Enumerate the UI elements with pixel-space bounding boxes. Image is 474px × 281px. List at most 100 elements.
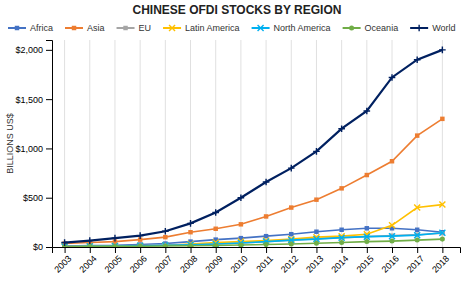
series-marker bbox=[389, 74, 396, 81]
series-marker bbox=[365, 226, 369, 230]
series-marker bbox=[162, 228, 169, 235]
series-marker bbox=[364, 239, 369, 244]
x-axis-line bbox=[53, 248, 461, 254]
series-marker bbox=[112, 235, 119, 242]
series-marker bbox=[238, 194, 245, 201]
grid-line bbox=[215, 40, 216, 247]
x-tick-mark bbox=[316, 247, 317, 253]
x-tick-label: 2018 bbox=[430, 253, 451, 274]
series-marker bbox=[138, 244, 143, 247]
series-line bbox=[65, 233, 443, 247]
x-tick-label: 2011 bbox=[254, 253, 275, 274]
legend-item: Asia bbox=[65, 23, 105, 33]
legend-swatch-marker bbox=[416, 25, 423, 32]
x-tick-label: 2004 bbox=[77, 253, 98, 274]
legend-item: North America bbox=[252, 23, 331, 33]
series-marker bbox=[188, 242, 194, 247]
series bbox=[61, 47, 445, 246]
x-tick: 2009 bbox=[203, 247, 224, 275]
y-tick-mark bbox=[46, 198, 52, 199]
grid-line bbox=[392, 40, 393, 247]
series-marker bbox=[314, 241, 319, 246]
x-tick-mark bbox=[90, 247, 91, 253]
series-line bbox=[65, 119, 443, 244]
y-tick-mark bbox=[46, 247, 52, 248]
series-marker bbox=[363, 108, 370, 115]
legend-label: Latin America bbox=[185, 23, 240, 33]
y-tick-mark bbox=[46, 148, 52, 149]
y-tick: $1,500 bbox=[15, 95, 52, 105]
series-marker bbox=[137, 232, 144, 239]
series-marker bbox=[364, 234, 370, 240]
x-tick: 2007 bbox=[153, 247, 174, 275]
x-tick: 2017 bbox=[405, 247, 426, 275]
x-tick: 2013 bbox=[304, 247, 325, 275]
legend-swatch-marker bbox=[258, 25, 264, 31]
series-marker bbox=[289, 232, 293, 236]
series-marker bbox=[338, 125, 345, 132]
legend-swatch-marker bbox=[349, 25, 354, 30]
series-marker bbox=[339, 240, 344, 245]
series-marker bbox=[390, 159, 394, 163]
x-tick-mark bbox=[392, 247, 393, 253]
series-line bbox=[65, 239, 443, 247]
y-tick-label: $2,000 bbox=[15, 45, 43, 55]
x-tick-label: 2017 bbox=[405, 253, 426, 274]
y-tick: $1,000 bbox=[15, 144, 52, 154]
x-tick: 2003 bbox=[52, 247, 73, 275]
x-grid bbox=[65, 40, 443, 247]
plot-area: 2003200420052006200720082009201020112012… bbox=[15, 40, 460, 275]
grid-line bbox=[89, 40, 90, 247]
x-tick-mark bbox=[165, 247, 166, 253]
x-tick: 2011 bbox=[254, 247, 275, 274]
series-marker bbox=[188, 243, 193, 247]
series-marker bbox=[238, 243, 243, 247]
legend-label: Oceania bbox=[365, 23, 399, 33]
x-tick: 2005 bbox=[103, 247, 124, 275]
x-tick-mark bbox=[191, 247, 192, 253]
grid-line bbox=[291, 40, 292, 247]
series-marker bbox=[163, 235, 167, 239]
series-marker bbox=[439, 47, 446, 54]
series-marker bbox=[339, 228, 343, 232]
y-tick-label: $0 bbox=[33, 242, 43, 252]
series bbox=[62, 117, 444, 246]
y-tick-label: $500 bbox=[23, 193, 43, 203]
x-tick-label: 2007 bbox=[153, 253, 174, 274]
series-marker bbox=[163, 243, 168, 247]
x-tick-mark bbox=[65, 247, 66, 253]
x-tick-mark bbox=[417, 247, 418, 253]
x-tick: 2018 bbox=[430, 247, 451, 275]
series-marker bbox=[137, 243, 143, 247]
series-marker bbox=[213, 243, 218, 247]
series bbox=[62, 231, 444, 247]
series-marker bbox=[415, 133, 419, 137]
series-marker bbox=[439, 202, 445, 208]
series-marker bbox=[440, 237, 445, 242]
legend-label: North America bbox=[274, 23, 331, 33]
x-tick: 2010 bbox=[229, 247, 250, 275]
series-marker bbox=[414, 232, 420, 238]
x-tick-mark bbox=[442, 247, 443, 253]
x-tick-label: 2009 bbox=[203, 253, 224, 274]
x-tick-mark bbox=[216, 247, 217, 253]
x-tick: 2014 bbox=[329, 247, 350, 275]
grid-line bbox=[341, 40, 342, 247]
series-marker bbox=[213, 227, 217, 231]
series-marker bbox=[439, 230, 445, 236]
series-marker bbox=[414, 56, 421, 63]
series-marker bbox=[264, 214, 268, 218]
series-marker bbox=[188, 230, 192, 234]
series bbox=[62, 226, 444, 247]
legend-item: Oceania bbox=[343, 23, 399, 33]
chart-title: CHINESE OFDI STOCKS BY REGION bbox=[133, 3, 342, 17]
series-marker bbox=[61, 239, 68, 246]
legend-swatch-marker bbox=[123, 26, 127, 30]
legend-item: Latin America bbox=[163, 23, 240, 33]
series-marker bbox=[239, 222, 243, 226]
series-marker bbox=[288, 165, 295, 172]
series-marker bbox=[313, 148, 320, 155]
legend-item: World bbox=[410, 23, 455, 33]
series-marker bbox=[112, 244, 117, 247]
series-marker bbox=[339, 186, 343, 190]
